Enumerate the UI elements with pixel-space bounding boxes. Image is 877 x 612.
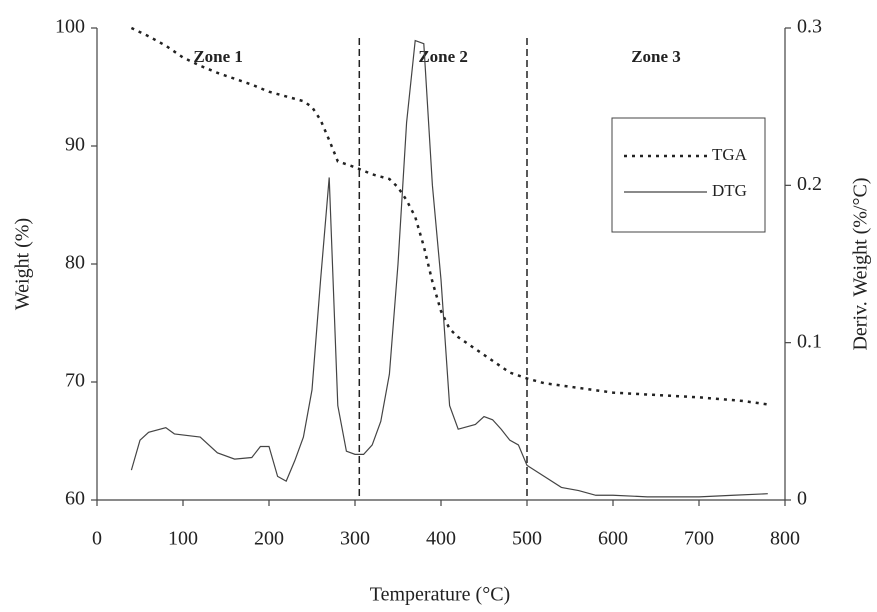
zone-label: Zone 1 [193,47,243,66]
legend-label: DTG [712,181,747,200]
x-tick-label: 500 [512,528,542,550]
y-tick-label: 80 [65,252,85,274]
legend-box [611,117,766,233]
x-tick-label: 200 [254,528,284,550]
x-tick-label: 300 [340,528,370,550]
y-tick-label: 70 [65,370,85,392]
series-line [130,39,768,498]
y2-tick-label: 0 [797,488,807,510]
y-tick-label: 90 [65,134,85,156]
x-axis-label: Temperature (°C) [370,584,510,606]
x-tick-label: 0 [92,528,102,550]
x-tick-label: 700 [684,528,714,550]
y-axis-label: Weight (%) [12,218,34,310]
zone-label: Zone 2 [418,47,468,66]
zone-label: Zone 3 [631,47,681,66]
x-tick-label: 100 [168,528,198,550]
x-tick-label: 400 [426,528,456,550]
x-tick-label: 600 [598,528,628,550]
y-tick-label: 60 [65,488,85,510]
y2-tick-label: 0.2 [797,173,822,195]
y2-axis-label: Deriv. Weight (%/°C) [850,177,872,350]
y2-tick-label: 0.1 [797,330,822,352]
y-tick-label: 100 [55,16,85,38]
x-tick-label: 800 [770,528,800,550]
y2-tick-label: 0.3 [797,16,822,38]
legend-label: TGA [712,145,748,164]
